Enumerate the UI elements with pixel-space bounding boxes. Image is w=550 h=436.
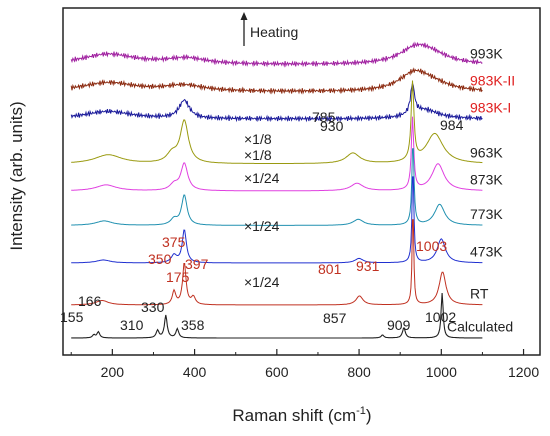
x-axis-label-main: Raman shift (cm bbox=[232, 406, 356, 425]
series-label: 873K bbox=[470, 172, 503, 188]
series-label: 983K-II bbox=[470, 73, 515, 89]
y-axis-label: Intensity (arb. units) bbox=[7, 101, 26, 250]
peak-label: 801 bbox=[318, 261, 342, 277]
x-tick-label: 200 bbox=[101, 364, 125, 380]
scale-factor-label: ×1/24 bbox=[244, 218, 280, 234]
spectrum-rt bbox=[71, 219, 483, 306]
series-label: Calculated bbox=[447, 319, 513, 335]
peak-label: 155 bbox=[60, 309, 84, 325]
peak-label: 785 bbox=[312, 109, 336, 125]
peak-label: 375 bbox=[162, 234, 186, 250]
peak-label: 909 bbox=[387, 317, 411, 333]
peak-label: 358 bbox=[181, 317, 205, 333]
heating-label: Heating bbox=[250, 24, 298, 40]
x-tick-label: 600 bbox=[265, 364, 289, 380]
peak-label: 166 bbox=[78, 293, 102, 309]
x-tick-label: 1000 bbox=[426, 364, 457, 380]
peak-label: 397 bbox=[185, 256, 209, 272]
series-label: 983K-I bbox=[470, 100, 511, 116]
peak-label: 930 bbox=[320, 118, 344, 134]
series-label: 993K bbox=[470, 46, 503, 62]
peak-label: 175 bbox=[166, 269, 190, 285]
series-label: RT bbox=[470, 286, 489, 302]
x-tick-label: 800 bbox=[347, 364, 371, 380]
peak-label: 1003 bbox=[416, 238, 447, 254]
spectrum-873k bbox=[71, 116, 483, 192]
x-axis-label-superscript: -1 bbox=[356, 405, 366, 417]
spectrum-calculated bbox=[71, 292, 483, 339]
scale-factor-label: ×1/8 bbox=[244, 131, 272, 147]
peak-label: 330 bbox=[141, 299, 165, 315]
peak-label: 931 bbox=[356, 258, 380, 274]
series-label: 963K bbox=[470, 145, 503, 161]
spectrum-473k bbox=[71, 176, 483, 264]
spectrum-993k bbox=[70, 41, 483, 68]
series-label: 773K bbox=[470, 206, 503, 222]
peak-label: 350 bbox=[148, 251, 172, 267]
x-tick-label: 400 bbox=[183, 364, 207, 380]
peak-label: 857 bbox=[323, 310, 347, 326]
plot-frame bbox=[62, 7, 541, 356]
spectrum-983k-i bbox=[70, 81, 483, 123]
scale-factor-label: ×1/8 bbox=[244, 147, 272, 163]
series-label: 473K bbox=[470, 244, 503, 260]
scale-factor-label: ×1/24 bbox=[244, 274, 280, 290]
x-axis-label: Raman shift (cm-1) bbox=[232, 405, 371, 425]
scale-factor-label: ×1/24 bbox=[244, 170, 280, 186]
spectrum-983k-ii bbox=[70, 67, 483, 95]
x-tick-label: 1200 bbox=[508, 364, 539, 380]
peak-label: 984 bbox=[440, 117, 464, 133]
spectrum-773k bbox=[71, 148, 483, 226]
peak-label: 310 bbox=[120, 317, 144, 333]
heating-arrow bbox=[240, 12, 248, 46]
x-axis-label-close: ) bbox=[366, 406, 372, 425]
spectrum-963k bbox=[71, 80, 483, 164]
peak-label: 1002 bbox=[425, 309, 456, 325]
